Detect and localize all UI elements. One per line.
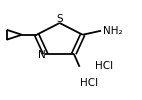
- Text: S: S: [56, 14, 63, 24]
- Text: HCl: HCl: [80, 78, 99, 88]
- Text: HCl: HCl: [95, 61, 113, 71]
- Text: N: N: [38, 50, 46, 60]
- Text: NH₂: NH₂: [103, 26, 123, 36]
